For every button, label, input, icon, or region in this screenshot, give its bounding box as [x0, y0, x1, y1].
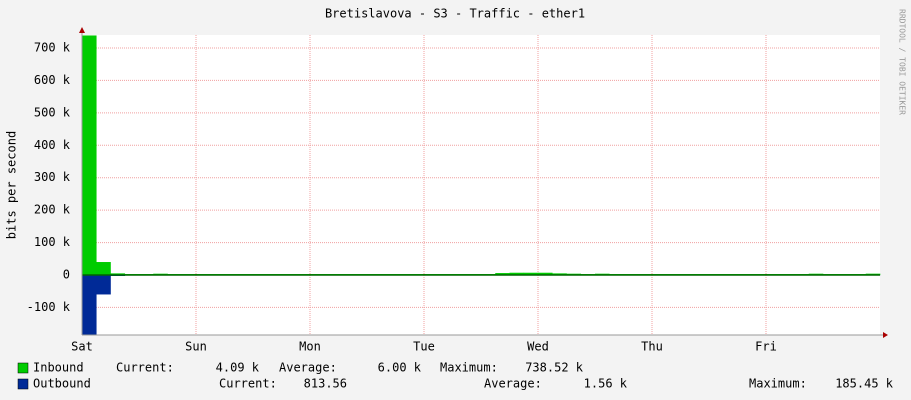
bar: [552, 273, 567, 275]
x-tick-label: Fri: [755, 340, 777, 354]
bar: [495, 273, 510, 275]
x-tick-label: Sat: [71, 340, 93, 354]
x-tick-label: Wed: [527, 340, 549, 354]
x-tick-label: Thu: [641, 340, 663, 354]
y-tick-label: 0: [63, 268, 70, 282]
y-tick-label: 100 k: [34, 235, 71, 249]
bar: [110, 273, 126, 275]
y-tick-label: 400 k: [34, 138, 71, 152]
legend: Inbound Current: 4.09 k Average: 6.00 k …: [17, 361, 894, 391]
legend-swatch-inbound: [17, 362, 29, 374]
stat: Maximum:: [440, 361, 498, 375]
stat: 1.56 k: [584, 377, 628, 391]
stat: Current:: [116, 361, 174, 375]
x-axis-arrow: [883, 332, 888, 338]
legend-label: Inbound: [33, 361, 84, 375]
y-tick-label: 200 k: [34, 203, 71, 217]
y-tick-label: 300 k: [34, 170, 71, 184]
legend-swatch-outbound: [17, 378, 29, 390]
y-tick-label: 700 k: [34, 40, 71, 54]
plot-area: [82, 35, 880, 335]
bar: [82, 275, 97, 336]
stat: 4.09 k: [216, 361, 260, 375]
stat: 813.56: [304, 377, 347, 391]
bar: [96, 275, 111, 295]
y-tick-label: 500 k: [34, 105, 71, 119]
stat: Average:: [279, 361, 337, 375]
y-tick-label: -100 k: [27, 300, 71, 314]
legend-label: Outbound: [33, 377, 91, 391]
chart-title: Bretislavova - S3 - Traffic - ether1: [325, 7, 585, 21]
stat: 185.45 k: [835, 377, 894, 391]
bar: [82, 35, 97, 276]
stat: 6.00 k: [378, 361, 422, 375]
x-tick-label: Tue: [413, 340, 435, 354]
bar: [96, 262, 111, 275]
x-tick-label: Mon: [299, 340, 321, 354]
stat: Maximum:: [749, 377, 807, 391]
side-note: RRDTOOL / TOBI OETIKER: [898, 9, 907, 115]
bar: [538, 272, 553, 275]
stat: 738.52 k: [525, 361, 584, 375]
bar: [523, 272, 539, 275]
stat: Average:: [484, 377, 542, 391]
y-axis-arrow: [79, 27, 85, 33]
x-tick-label: Sun: [185, 340, 207, 354]
y-tick-label: 600 k: [34, 73, 71, 87]
stat: Current:: [219, 377, 277, 391]
bar: [509, 272, 525, 275]
y-axis-label: bits per second: [5, 131, 19, 239]
